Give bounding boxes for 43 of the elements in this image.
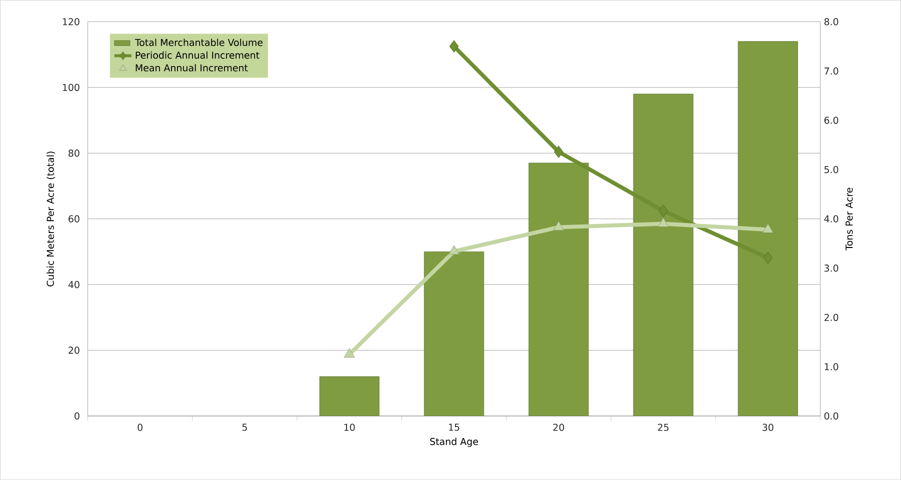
point xyxy=(554,146,564,158)
y-tick-label: 80 xyxy=(68,150,80,157)
x-axis-title: Stand Age xyxy=(430,438,478,448)
y-axis-title: Cubic Meters Per Acre (total) xyxy=(46,152,56,286)
y2-tick-label: 3.0 xyxy=(824,264,838,272)
x-tick-label: 20 xyxy=(553,424,564,432)
legend-label: Mean Annual Increment xyxy=(136,64,248,72)
y2-tick-label: 5.0 xyxy=(824,166,838,174)
bar xyxy=(738,41,798,416)
point xyxy=(344,348,355,358)
y2-tick-label: 4.0 xyxy=(824,215,838,223)
y2-tick-label: 6.0 xyxy=(824,116,838,124)
y-tick-label: 60 xyxy=(68,215,80,223)
y2-tick-label: 1.0 xyxy=(824,363,838,370)
point xyxy=(553,221,564,231)
x-tick-label: 15 xyxy=(449,424,460,431)
y2-tick-label: 0.0 xyxy=(824,412,838,420)
x-tick-label: 30 xyxy=(762,424,774,432)
y-tick-label: 40 xyxy=(68,281,80,288)
legend-label: Total Merchantable Volume xyxy=(134,38,263,46)
bar xyxy=(633,94,694,416)
point xyxy=(449,40,459,53)
y2-tick-label: 7.0 xyxy=(824,68,838,75)
point xyxy=(762,224,774,234)
y-tick-label: 120 xyxy=(62,18,80,26)
y2-axis-title: Tons Per Acre xyxy=(846,188,853,251)
y-tick-label: 0 xyxy=(74,412,80,420)
point xyxy=(763,252,773,264)
y-tick-label: 20 xyxy=(68,346,80,354)
bar xyxy=(319,376,380,416)
bar xyxy=(528,162,589,416)
x-tick-label: 25 xyxy=(658,424,668,432)
y2-tick-label: 8.0 xyxy=(824,18,838,26)
point xyxy=(658,218,669,228)
legend-label: Periodic Annual Increment xyxy=(136,52,260,59)
point xyxy=(448,245,460,255)
y-tick-label: 100 xyxy=(62,84,80,92)
x-tick-label: 5 xyxy=(242,424,247,431)
point xyxy=(658,204,668,218)
y2-tick-label: 2.0 xyxy=(824,314,838,322)
x-tick-label: 10 xyxy=(344,424,355,432)
bar xyxy=(424,252,484,416)
x-tick-label: 0 xyxy=(138,424,142,432)
